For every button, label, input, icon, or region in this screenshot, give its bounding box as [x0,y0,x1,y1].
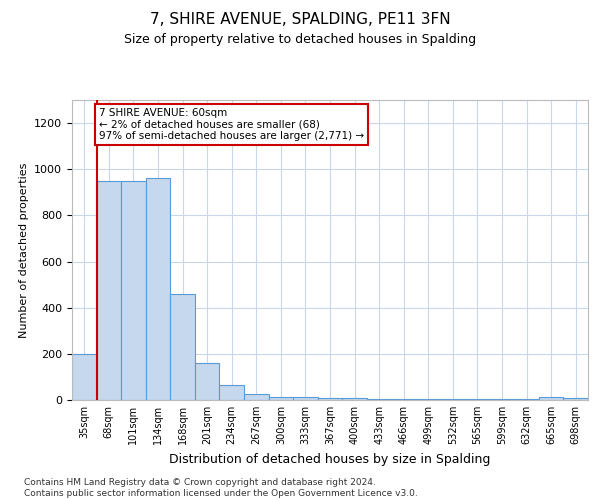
X-axis label: Distribution of detached houses by size in Spalding: Distribution of detached houses by size … [169,452,491,466]
Bar [244,394,269,400]
Text: Size of property relative to detached houses in Spalding: Size of property relative to detached ho… [124,32,476,46]
Bar [97,181,121,400]
Bar [391,399,416,400]
Bar [416,399,440,400]
Bar [220,385,244,400]
Bar [563,398,588,400]
Bar [293,397,318,400]
Bar [72,354,97,400]
Bar [170,294,195,400]
Bar [121,181,146,400]
Text: Contains HM Land Registry data © Crown copyright and database right 2024.
Contai: Contains HM Land Registry data © Crown c… [24,478,418,498]
Bar [146,178,170,400]
Bar [318,398,342,400]
Bar [367,398,391,400]
Bar [539,396,563,400]
Y-axis label: Number of detached properties: Number of detached properties [19,162,29,338]
Text: 7, SHIRE AVENUE, SPALDING, PE11 3FN: 7, SHIRE AVENUE, SPALDING, PE11 3FN [149,12,451,28]
Text: 7 SHIRE AVENUE: 60sqm
← 2% of detached houses are smaller (68)
97% of semi-detac: 7 SHIRE AVENUE: 60sqm ← 2% of detached h… [99,108,364,142]
Bar [195,363,220,400]
Bar [269,396,293,400]
Bar [342,398,367,400]
